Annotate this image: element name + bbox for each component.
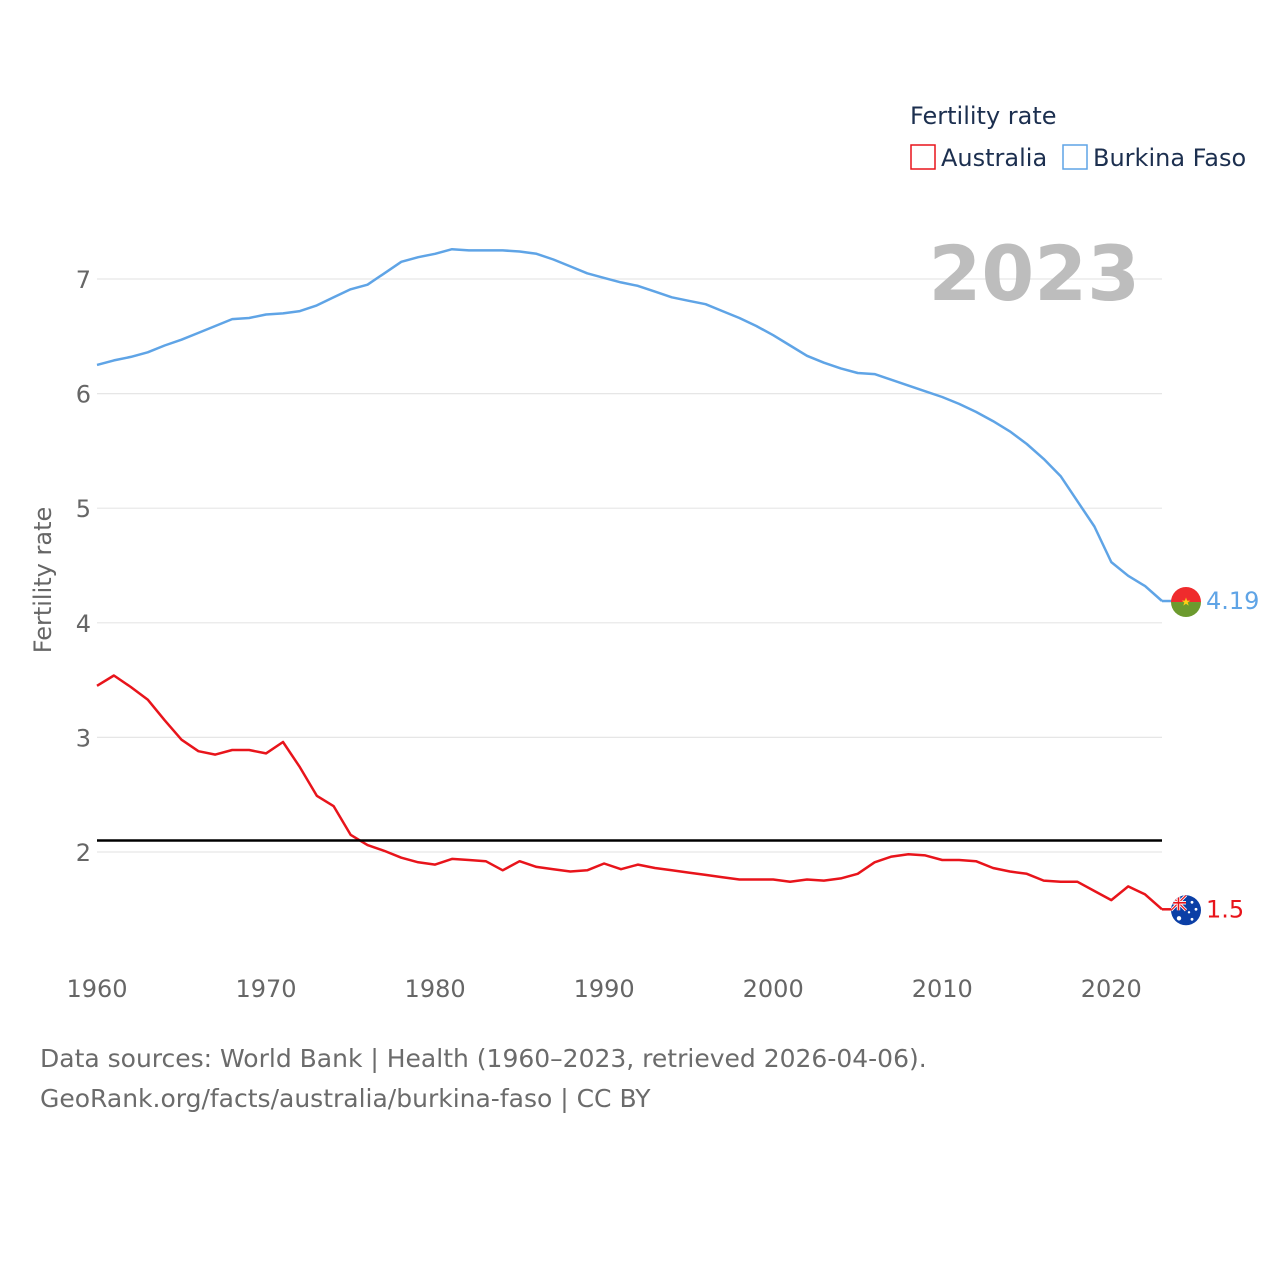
y-tick-label: 2 [76,839,91,867]
x-tick-label: 1980 [405,975,466,1003]
legend-label-burkina-faso: Burkina Faso [1093,144,1246,172]
y-tick-label: 7 [76,266,91,294]
series-lines [96,247,1176,911]
burkina-faso-end-value: 4.19 [1206,587,1259,615]
australia-flag-icon [1171,895,1201,926]
x-tick-label: 1970 [236,975,297,1003]
x-tick-label: 1990 [574,975,635,1003]
fertility-rate-chart: 2 3 4 5 6 7 1960 1970 1980 1990 2000 2010 2020 Fert… [29,102,1259,1003]
attribution-text: GeoRank.org/facts/australia/burkina-faso… [40,1084,651,1113]
gridlines [97,278,1162,853]
x-tick-label: 2010 [912,975,973,1003]
x-tick-label: 2000 [743,975,804,1003]
y-tick-label: 4 [76,610,91,638]
burkina-faso-flag-icon [1171,587,1201,618]
series-line-australia [96,674,1163,911]
y-axis-label: Fertility rate [29,507,57,654]
australia-end-value: 1.5 [1206,895,1244,923]
legend-swatch-australia [910,144,936,170]
legend-title: Fertility rate [910,102,1057,130]
legend-label-australia: Australia [941,144,1047,172]
y-axis-ticks: 2 3 4 5 6 7 [76,266,91,867]
x-axis-ticks: 1960 1970 1980 1990 2000 2010 2020 [66,975,1141,1003]
data-sources-text: Data sources: World Bank | Health (1960–… [40,1044,927,1073]
y-tick-label: 6 [76,381,91,409]
y-tick-label: 3 [76,724,91,752]
series-line-burkina-faso [96,247,1163,602]
y-tick-label: 5 [76,495,91,523]
legend: Fertility rate Australia Burkina Faso [910,102,1246,172]
year-label: 2023 [928,229,1140,318]
legend-swatch-burkina-faso [1062,144,1088,170]
x-tick-label: 1960 [66,975,127,1003]
x-tick-label: 2020 [1081,975,1142,1003]
